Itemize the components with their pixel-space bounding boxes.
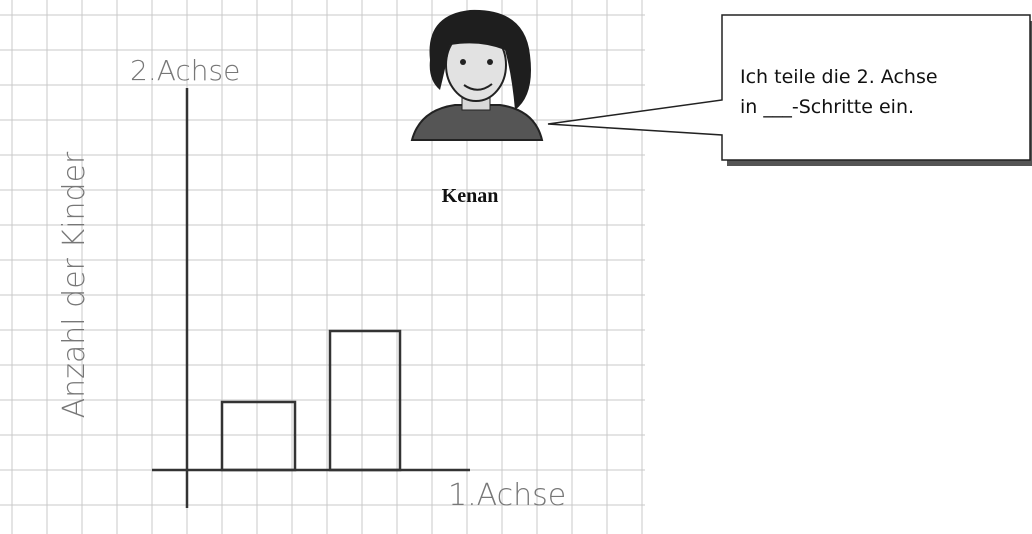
character-name: Kenan xyxy=(442,185,499,207)
y-axis-label: 2.Achse xyxy=(130,54,240,87)
bar xyxy=(328,329,402,472)
bubble-text: Ich teile die 2. Achse xyxy=(740,66,938,88)
speech-bubble xyxy=(547,14,1031,161)
y-axis-title: Anzahl der Kinder xyxy=(57,151,92,418)
grid-paper xyxy=(0,0,645,534)
character-image xyxy=(410,9,544,141)
bar xyxy=(220,400,297,472)
x-axis-label: 1.Achse xyxy=(448,478,566,513)
bubble-text: in ___-Schritte ein. xyxy=(740,96,914,118)
